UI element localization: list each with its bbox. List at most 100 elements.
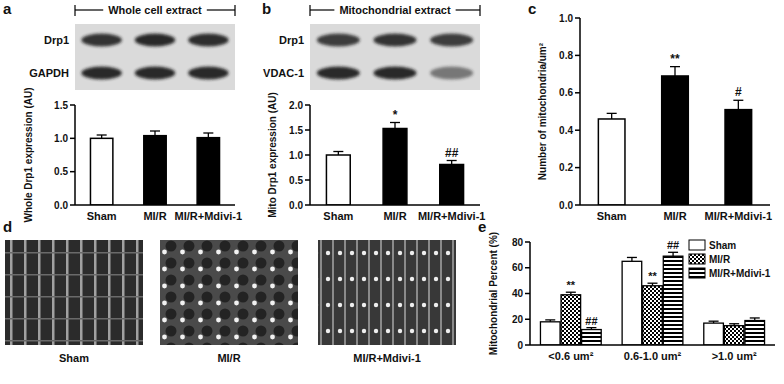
image-label: Sham — [59, 352, 89, 364]
y-tick — [305, 154, 310, 156]
y-tick — [70, 104, 75, 106]
blot-title: Whole cell extract — [108, 4, 202, 16]
x-tick-label: Sham — [597, 210, 627, 222]
panel-letter: a — [3, 0, 12, 17]
error-bar — [627, 257, 637, 261]
x-axis — [580, 204, 770, 206]
error-bar — [648, 283, 658, 286]
legend-label: MI/R — [709, 254, 731, 265]
x-tick-label: MI/R+Mdivi-1 — [175, 210, 243, 222]
bar — [725, 110, 752, 205]
micrograph — [160, 240, 298, 345]
legend-swatch — [689, 254, 705, 264]
y-tick — [305, 129, 310, 131]
y-tick — [305, 104, 310, 106]
bar — [540, 322, 560, 345]
bracket — [234, 5, 235, 16]
y-axis — [579, 18, 581, 205]
y-axis-label: Whole Drp1 expression (AU) — [23, 87, 34, 222]
error-bar — [150, 131, 160, 136]
error-bar — [750, 318, 760, 321]
error-bar — [729, 324, 739, 326]
bar — [440, 165, 464, 206]
error-bar — [447, 161, 457, 165]
significance: # — [735, 85, 742, 99]
blot-title: Mitochondrial extract — [339, 4, 451, 16]
y-tick — [525, 344, 530, 346]
y-tick-label: 1.0 — [289, 150, 303, 161]
error-bar — [97, 135, 107, 138]
y-tick-label: 0.2 — [559, 162, 573, 173]
x-tick-label: MI/R+Mdivi-1 — [705, 210, 773, 222]
bar — [662, 76, 689, 205]
y-tick — [525, 319, 530, 321]
y-axis-label: Mito Drp1 expression (AU) — [267, 92, 278, 218]
y-axis — [74, 105, 76, 205]
y-tick-label: 1.5 — [289, 125, 303, 136]
significance: ** — [648, 270, 657, 282]
bracket — [309, 5, 310, 16]
legend-swatch — [689, 240, 705, 250]
y-tick — [575, 167, 580, 169]
y-tick-label: 0 — [517, 340, 523, 351]
y-tick — [525, 241, 530, 243]
marks — [90, 131, 219, 205]
y-tick — [575, 17, 580, 19]
micrograph — [5, 240, 143, 345]
x-tick-label: MI/R — [383, 210, 406, 222]
y-tick — [575, 129, 580, 131]
x-tick-label: >1.0 um² — [712, 350, 757, 362]
blot-band — [430, 34, 473, 47]
image-label: MI/R — [217, 352, 240, 364]
bar — [561, 295, 581, 345]
y-tick — [305, 179, 310, 181]
y-tick-label: 2.0 — [289, 100, 303, 111]
y-tick — [575, 204, 580, 206]
y-tick-label: 0.5 — [289, 175, 303, 186]
significance: ** — [670, 52, 680, 66]
panel: ****####ShamMI/RMI/R+Mdivi-1020406080Mit… — [478, 218, 775, 362]
bracket — [479, 5, 480, 16]
x-tick-label: MI/R+Mdivi-1 — [418, 210, 486, 222]
y-tick — [575, 55, 580, 57]
blot-background — [75, 24, 235, 90]
blot-band — [135, 67, 176, 80]
bracket — [310, 9, 334, 10]
x-tick-label: 0.6-1.0 um² — [624, 350, 682, 362]
y-tick-label: 1.5 — [54, 100, 68, 111]
legend-swatch — [689, 268, 705, 278]
error-bar — [670, 67, 680, 76]
y-tick-label: 1.0 — [54, 133, 68, 144]
panel: ShamMI/RMI/R+Mdivi-1d — [3, 218, 456, 364]
y-tick-label: 1.0 — [559, 13, 573, 24]
x-axis — [530, 344, 775, 346]
y-axis-label: Mitochondrial Percent (%) — [488, 232, 499, 355]
significance: ## — [585, 315, 597, 327]
significance: ## — [445, 146, 459, 160]
error-bar — [203, 133, 213, 138]
bar — [144, 136, 166, 205]
band-label: GAPDH — [29, 67, 69, 79]
blot-band — [135, 34, 176, 47]
y-tick-label: 40 — [512, 288, 524, 299]
panel-letter: d — [3, 218, 12, 235]
x-axis — [75, 204, 235, 206]
marks — [540, 252, 764, 345]
y-tick-label: 0.6 — [559, 87, 573, 98]
bar — [582, 330, 602, 345]
significance: * — [393, 108, 398, 122]
blot-background — [310, 24, 480, 90]
bar — [383, 129, 407, 206]
error-bar — [545, 320, 555, 322]
bar — [197, 138, 219, 205]
bar — [326, 155, 350, 205]
bar — [643, 286, 663, 345]
band-label: VDAC-1 — [263, 67, 304, 79]
y-tick — [70, 204, 75, 206]
legend-label: MI/R+Mdivi-1 — [709, 268, 771, 279]
error-bar — [566, 292, 576, 295]
bar — [598, 119, 625, 205]
blot-band — [317, 34, 360, 47]
blot-band — [317, 67, 360, 80]
panel: **#0.00.20.40.60.81.0Number of mitochond… — [528, 0, 772, 222]
